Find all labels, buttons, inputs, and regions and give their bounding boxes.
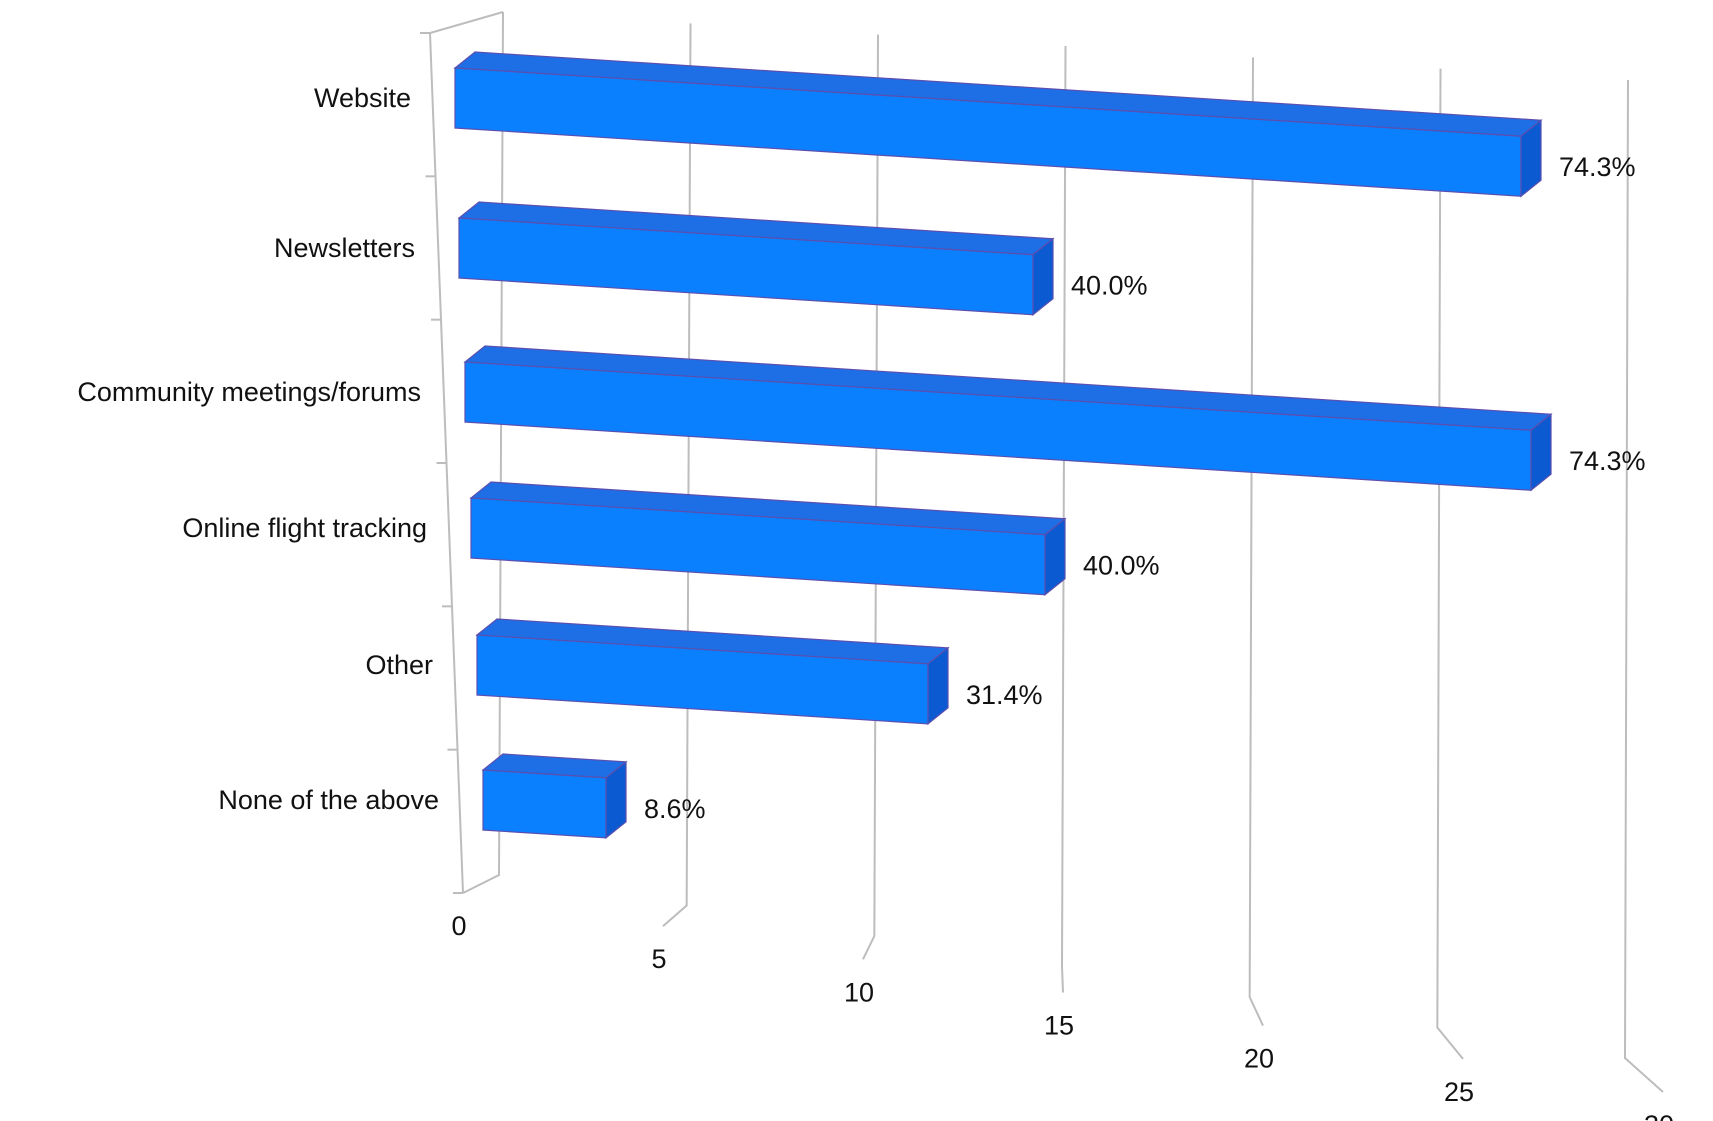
bar-side-face bbox=[605, 760, 627, 840]
bar bbox=[457, 201, 1055, 316]
category-label: Online flight tracking bbox=[182, 513, 427, 543]
labels-layer: 0 5 10 15 20 25 30 74.3% Website 40.0% Newsletters… bbox=[77, 83, 1674, 1121]
bars-layer bbox=[453, 51, 1553, 840]
x-gridline bbox=[1436, 68, 1464, 1060]
bar-front-face bbox=[482, 769, 607, 839]
bar-side-face bbox=[927, 646, 949, 726]
bar bbox=[453, 51, 1543, 198]
x-tick-label: 20 bbox=[1244, 1044, 1274, 1074]
x-gridline bbox=[862, 34, 879, 960]
data-label: 40.0% bbox=[1083, 551, 1160, 581]
data-label: 74.3% bbox=[1569, 446, 1646, 476]
x-gridline bbox=[462, 11, 504, 894]
left-wall-top-edge bbox=[429, 11, 504, 34]
data-label: 31.4% bbox=[966, 680, 1043, 710]
data-label: 8.6% bbox=[644, 794, 706, 824]
x-tick-label: 15 bbox=[1044, 1011, 1074, 1041]
bar-side-face bbox=[1520, 118, 1542, 198]
category-label: Community meetings/forums bbox=[77, 377, 421, 407]
data-label: 74.3% bbox=[1559, 152, 1636, 182]
bar-side-face bbox=[1530, 412, 1552, 492]
category-label: None of the above bbox=[218, 785, 439, 815]
x-tick-label: 5 bbox=[651, 944, 666, 974]
x-tick-label: 0 bbox=[451, 911, 466, 941]
category-label: Website bbox=[314, 83, 411, 113]
x-gridline bbox=[1248, 57, 1264, 1027]
x-tick-label: 25 bbox=[1444, 1077, 1474, 1107]
bar-side-face bbox=[1044, 517, 1066, 596]
bar bbox=[475, 618, 950, 726]
category-label: Newsletters bbox=[274, 233, 415, 263]
x-tick-label: 10 bbox=[844, 977, 874, 1007]
bar-side-face bbox=[1032, 237, 1054, 316]
x-gridline bbox=[1060, 45, 1067, 993]
data-label: 40.0% bbox=[1071, 271, 1148, 301]
x-tick-label: 30 bbox=[1644, 1110, 1674, 1121]
category-label: Other bbox=[365, 650, 433, 680]
bar bbox=[481, 753, 628, 840]
bar bbox=[463, 345, 1553, 492]
x-gridline bbox=[662, 23, 692, 927]
bar bbox=[469, 481, 1067, 596]
x-gridline bbox=[1623, 79, 1664, 1093]
grid-layer bbox=[420, 11, 1664, 1093]
